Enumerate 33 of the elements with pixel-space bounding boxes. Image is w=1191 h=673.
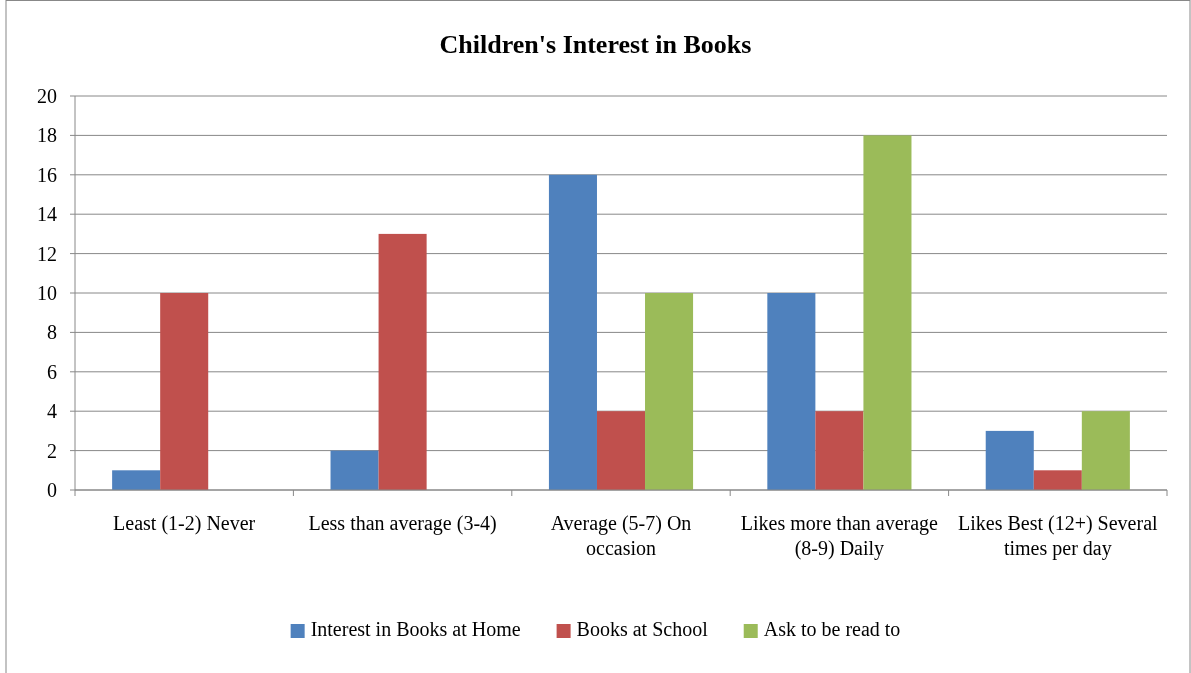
y-tick-label: 18 bbox=[37, 124, 57, 147]
y-tick-label: 16 bbox=[37, 163, 57, 186]
bar bbox=[112, 470, 161, 490]
bar bbox=[596, 411, 646, 490]
legend-label: Interest in Books at Home bbox=[310, 618, 521, 641]
bar bbox=[815, 411, 864, 490]
bar bbox=[1081, 411, 1130, 490]
y-tick-label: 20 bbox=[37, 85, 57, 107]
y-tick-label: 2 bbox=[47, 439, 57, 462]
x-tick-label: Likes more than average (8-9) Daily bbox=[740, 512, 939, 560]
x-tick-label: Least (1-2) Never bbox=[113, 512, 256, 535]
bar bbox=[767, 293, 816, 490]
y-tick-label: 8 bbox=[47, 321, 57, 344]
legend-label: Ask to be read to bbox=[763, 618, 901, 641]
y-tick-label: 0 bbox=[47, 479, 57, 501]
bar bbox=[1033, 470, 1082, 490]
y-tick-label: 6 bbox=[47, 360, 57, 383]
bar bbox=[330, 450, 379, 490]
bar bbox=[378, 233, 427, 490]
y-tick-label: 10 bbox=[37, 282, 57, 304]
x-tick-label: Likes Best (12+) Several times per day bbox=[958, 512, 1159, 560]
bar bbox=[985, 430, 1034, 490]
x-tick-label: Less than average (3-4) bbox=[308, 512, 497, 535]
x-tick-label: Average (5-7) On occasion bbox=[550, 512, 692, 559]
bar bbox=[160, 293, 209, 490]
bar bbox=[863, 135, 912, 490]
y-tick-label: 12 bbox=[37, 242, 57, 265]
y-tick-label: 14 bbox=[37, 203, 57, 226]
y-tick-label: 4 bbox=[47, 400, 57, 423]
chart-title: Children's Interest in Books bbox=[439, 30, 752, 59]
bar bbox=[645, 293, 694, 490]
legend-label: Books at School bbox=[576, 618, 709, 641]
bar bbox=[548, 174, 597, 490]
